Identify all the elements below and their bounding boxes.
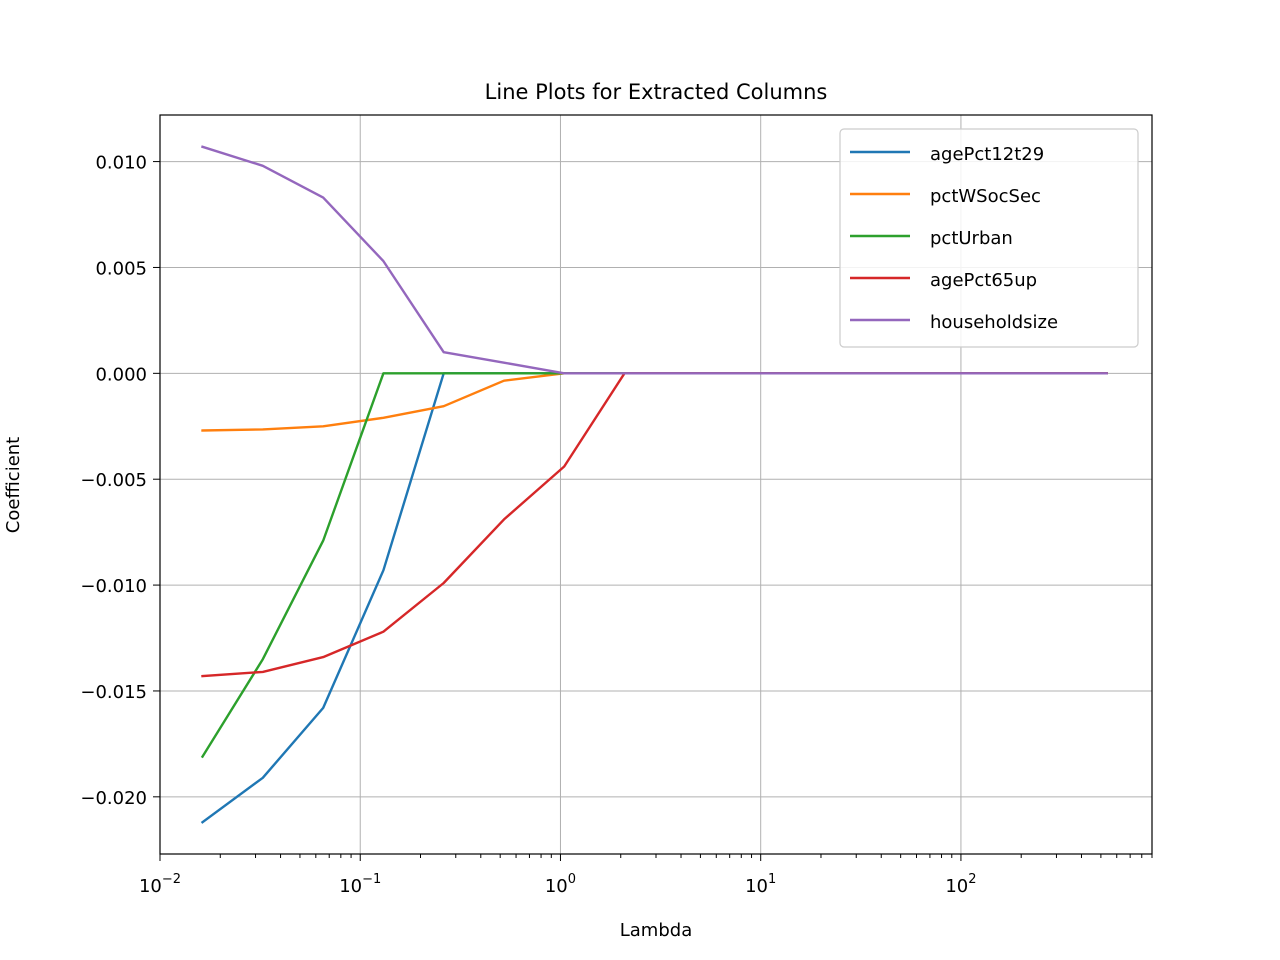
y-tick-label: 0.000 xyxy=(95,364,147,385)
y-tick-label: 0.010 xyxy=(95,153,147,174)
legend-label: householdsize xyxy=(930,312,1058,333)
series-line-householdsize xyxy=(200,145,1108,375)
x-axis-label: Lambda xyxy=(620,920,692,941)
y-tick-label: −0.020 xyxy=(80,788,147,809)
series-layer xyxy=(200,145,1108,824)
x-tick-label: 100 xyxy=(545,872,576,897)
grid-layer xyxy=(159,115,1152,854)
x-tick-label: 10−2 xyxy=(139,872,181,897)
x-tick-label: 102 xyxy=(945,872,976,897)
tick-layer: 10−2 10−1 100 101 102 0.010 0.005 0.000 −0.005 −0… xyxy=(80,153,1153,897)
x-tick-label: 10−1 xyxy=(339,872,381,897)
y-axis-label: Coefficient xyxy=(3,437,24,534)
legend-label: agePct65up xyxy=(930,270,1037,291)
y-tick-label: 0.005 xyxy=(95,258,147,279)
y-tick-label: −0.005 xyxy=(80,470,147,491)
y-tick-label: −0.015 xyxy=(80,682,147,703)
x-tick-label: 101 xyxy=(745,872,776,897)
legend-label: pctWSocSec xyxy=(930,186,1041,207)
legend-label: agePct12t29 xyxy=(930,144,1044,165)
legend-label: pctUrban xyxy=(930,228,1013,249)
legend-box xyxy=(839,128,1139,348)
y-tick-label: −0.010 xyxy=(80,576,147,597)
chart-title: Line Plots for Extracted Columns xyxy=(485,80,828,104)
legend: agePct12t29 pctWSocSec pctUrban agePct65up h… xyxy=(839,128,1139,348)
